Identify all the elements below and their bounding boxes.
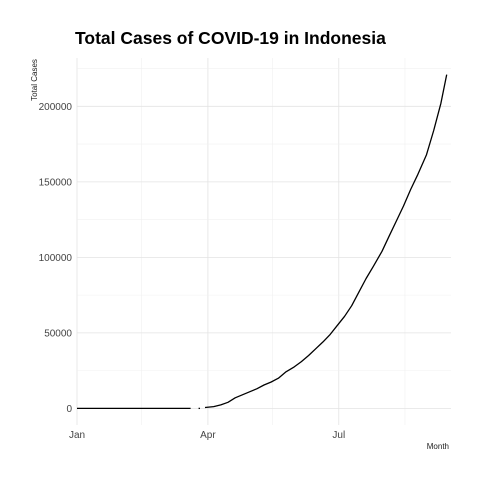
y-axis-ticks: 0 50000 100000 150000 200000 [39, 102, 73, 415]
series-lines [77, 74, 448, 410]
x-axis-title: Month [427, 442, 449, 451]
y-tick-label: 200000 [39, 102, 73, 113]
y-tick-label: 100000 [39, 253, 73, 264]
y-tick-label: 0 [66, 404, 72, 415]
chart-title: Total Cases of COVID-19 in Indonesia [75, 28, 386, 48]
y-tick-label: 50000 [44, 328, 72, 339]
series-line-segment [204, 74, 448, 409]
x-tick-label: Apr [200, 430, 216, 441]
x-tick-label: Jul [332, 430, 345, 441]
x-axis-ticks: Jan Apr Jul [69, 430, 345, 441]
grid [76, 58, 451, 425]
x-tick-label: Jan [69, 430, 85, 441]
y-axis-title: Total Cases [30, 59, 39, 101]
y-tick-label: 150000 [39, 177, 73, 188]
